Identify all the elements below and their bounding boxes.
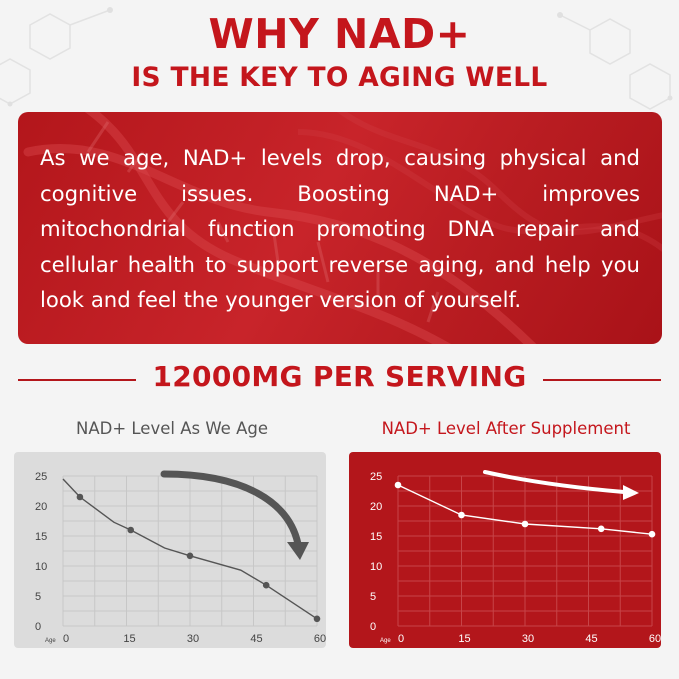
x-axis-label: Age	[45, 638, 56, 644]
x-tick-label: 0	[63, 633, 69, 645]
serving-label: 12000MG PER SERVING	[152, 360, 527, 393]
x-tick-label: 60	[314, 633, 326, 645]
data-point	[597, 525, 605, 533]
description-panel: As we age, NAD+ levels drop, causing phy…	[18, 112, 662, 344]
x-tick-label: 45	[585, 633, 597, 645]
dna-helix-background	[23, 112, 662, 344]
x-tick-label: 30	[522, 633, 534, 645]
y-tick-label: 15	[370, 531, 382, 543]
data-point	[313, 615, 321, 623]
y-tick-label: 0	[370, 621, 376, 633]
x-tick-label: 60	[649, 633, 661, 645]
x-tick-label: 15	[123, 633, 135, 645]
data-point	[76, 493, 84, 501]
page-subtitle: IS THE KEY TO AGING WELL	[131, 62, 548, 93]
chart-right: 0 5 10 15 20 25 0 15 30 45 60 Age	[349, 452, 661, 648]
data-point	[127, 526, 135, 534]
data-point	[186, 552, 194, 560]
series-line	[62, 478, 318, 620]
straight-arrow-head	[623, 485, 639, 500]
x-tick-label: 15	[458, 633, 470, 645]
y-tick-label: 5	[370, 591, 376, 603]
y-tick-label: 15	[35, 531, 47, 543]
y-tick-label: 10	[35, 561, 47, 573]
chart-title-right: NAD+ Level After Supplement	[381, 419, 631, 438]
page-title: WHY NAD+	[208, 10, 471, 58]
data-point	[521, 520, 529, 528]
data-point	[262, 581, 270, 589]
description-text: As we age, NAD+ levels drop, causing phy…	[40, 145, 640, 312]
serving-heading: 12000MG PER SERVING	[0, 360, 679, 404]
y-tick-label: 25	[370, 471, 382, 483]
y-tick-label: 20	[370, 501, 382, 513]
x-axis-label: Age	[380, 638, 391, 644]
data-point	[394, 481, 402, 489]
chart-right-svg: 0 5 10 15 20 25 0 15 30 45 60 Age	[370, 470, 661, 645]
x-tick-label: 0	[398, 633, 404, 645]
curved-arrow-shaft	[160, 470, 302, 548]
data-point	[458, 511, 465, 519]
y-tick-label: 0	[35, 621, 41, 633]
chart-left-svg: 0 5 10 15 20 25 0 15 30 45 60 Age	[35, 470, 326, 645]
chart-left: 0 5 10 15 20 25 0 15 30 45 60 Age	[14, 452, 326, 648]
x-tick-label: 45	[250, 633, 262, 645]
heading-rule-right	[543, 379, 661, 381]
straight-arrow-shaft	[483, 470, 626, 494]
y-tick-label: 20	[35, 501, 47, 513]
data-point	[648, 530, 656, 538]
x-tick-label: 30	[187, 633, 199, 645]
curved-arrow-head	[287, 542, 309, 560]
heading-rule-left	[18, 379, 136, 381]
y-tick-label: 5	[35, 591, 41, 603]
y-tick-label: 10	[370, 561, 382, 573]
y-tick-label: 25	[35, 471, 47, 483]
chart-title-left: NAD+ Level As We Age	[76, 419, 268, 438]
